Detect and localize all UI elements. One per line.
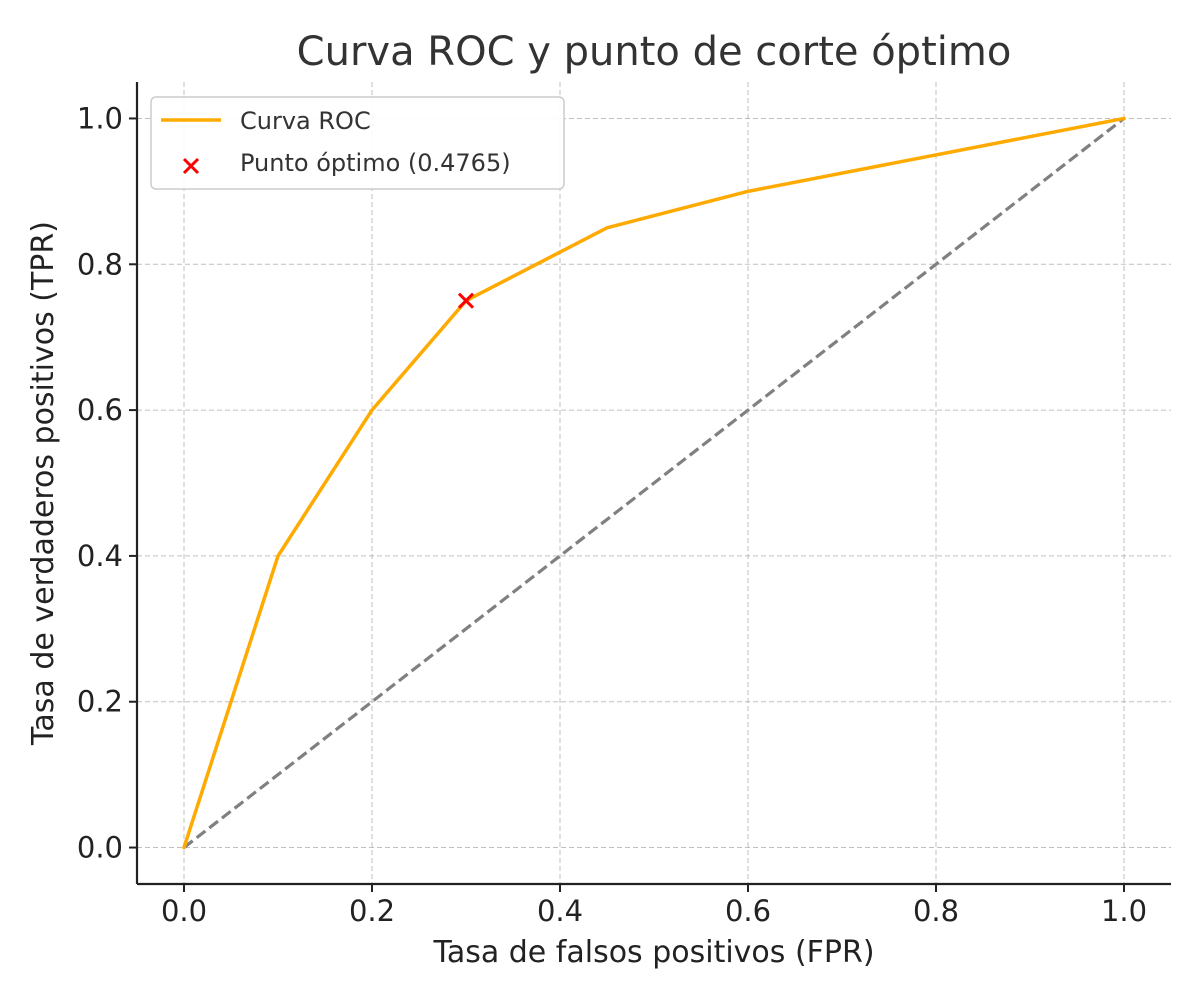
legend-label-optimal-point: Punto óptimo (0.4765) xyxy=(240,149,511,177)
y-tick-label: 1.0 xyxy=(77,101,123,135)
legend-label-roc: Curva ROC xyxy=(240,107,371,135)
axes xyxy=(135,82,1171,886)
grid-lines xyxy=(137,82,1171,884)
y-tick-label: 0.2 xyxy=(77,685,123,719)
x-tick-label: 0.0 xyxy=(161,894,207,928)
data-markers xyxy=(457,292,475,309)
y-tick-label: 0.8 xyxy=(77,247,123,281)
x-tick-label: 0.8 xyxy=(913,894,959,928)
x-tick-label: 0.4 xyxy=(537,894,583,928)
x-axis-label: Tasa de falsos positivos (FPR) xyxy=(432,935,874,970)
optimal-point-marker xyxy=(457,292,475,309)
legend: Curva ROC Punto óptimo (0.4765) xyxy=(150,96,565,190)
legend-box xyxy=(150,96,565,190)
legend-x-marker xyxy=(182,157,200,175)
legend-swatch-optimal-marker xyxy=(182,157,200,175)
marker-stroke xyxy=(182,157,200,175)
y-tick-label: 0.4 xyxy=(77,539,123,573)
x-tick-label: 0.2 xyxy=(349,894,395,928)
chart-title: Curva ROC y punto de corte óptimo xyxy=(297,29,1012,75)
axis-ticks: 0.0 0.2 0.4 0.6 0.8 1.0 0.0 0.2 0.4 0.6 0.8 1.0 xyxy=(77,101,1147,928)
y-tick-label: 0.6 xyxy=(77,393,123,427)
x-tick-label: 1.0 xyxy=(1101,894,1147,928)
marker-stroke xyxy=(457,292,475,309)
x-tick-label: 0.6 xyxy=(725,894,771,928)
diagonal-reference-line xyxy=(183,117,1125,849)
y-axis-label: Tasa de verdaderos positivos (TPR) xyxy=(26,221,61,746)
y-tick-label: 0.0 xyxy=(77,831,123,865)
